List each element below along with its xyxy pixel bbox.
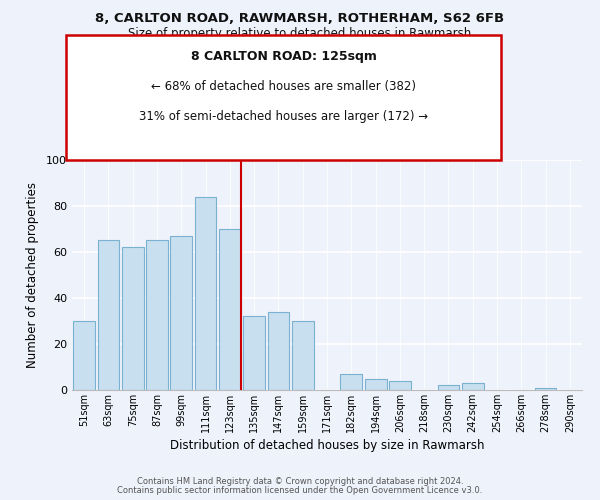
Bar bbox=[437, 386, 460, 390]
Text: Contains public sector information licensed under the Open Government Licence v3: Contains public sector information licen… bbox=[118, 486, 482, 495]
Bar bbox=[365, 378, 386, 390]
Text: 31% of semi-detached houses are larger (172) →: 31% of semi-detached houses are larger (… bbox=[139, 110, 428, 123]
Text: 8 CARLTON ROAD: 125sqm: 8 CARLTON ROAD: 125sqm bbox=[191, 50, 376, 63]
Text: ← 68% of detached houses are smaller (382): ← 68% of detached houses are smaller (38… bbox=[151, 80, 416, 93]
Bar bbox=[243, 316, 265, 390]
Bar bbox=[73, 321, 95, 390]
Bar bbox=[97, 240, 119, 390]
Bar bbox=[268, 312, 289, 390]
X-axis label: Distribution of detached houses by size in Rawmarsh: Distribution of detached houses by size … bbox=[170, 439, 484, 452]
Bar bbox=[122, 248, 143, 390]
Bar bbox=[462, 383, 484, 390]
Text: Contains HM Land Registry data © Crown copyright and database right 2024.: Contains HM Land Registry data © Crown c… bbox=[137, 477, 463, 486]
Y-axis label: Number of detached properties: Number of detached properties bbox=[26, 182, 39, 368]
Bar bbox=[219, 229, 241, 390]
Bar bbox=[340, 374, 362, 390]
Bar bbox=[292, 321, 314, 390]
Bar bbox=[389, 381, 411, 390]
Bar bbox=[146, 240, 168, 390]
Bar bbox=[535, 388, 556, 390]
Bar bbox=[170, 236, 192, 390]
Text: 8, CARLTON ROAD, RAWMARSH, ROTHERHAM, S62 6FB: 8, CARLTON ROAD, RAWMARSH, ROTHERHAM, S6… bbox=[95, 12, 505, 26]
Text: Size of property relative to detached houses in Rawmarsh: Size of property relative to detached ho… bbox=[128, 28, 472, 40]
Bar bbox=[194, 197, 217, 390]
